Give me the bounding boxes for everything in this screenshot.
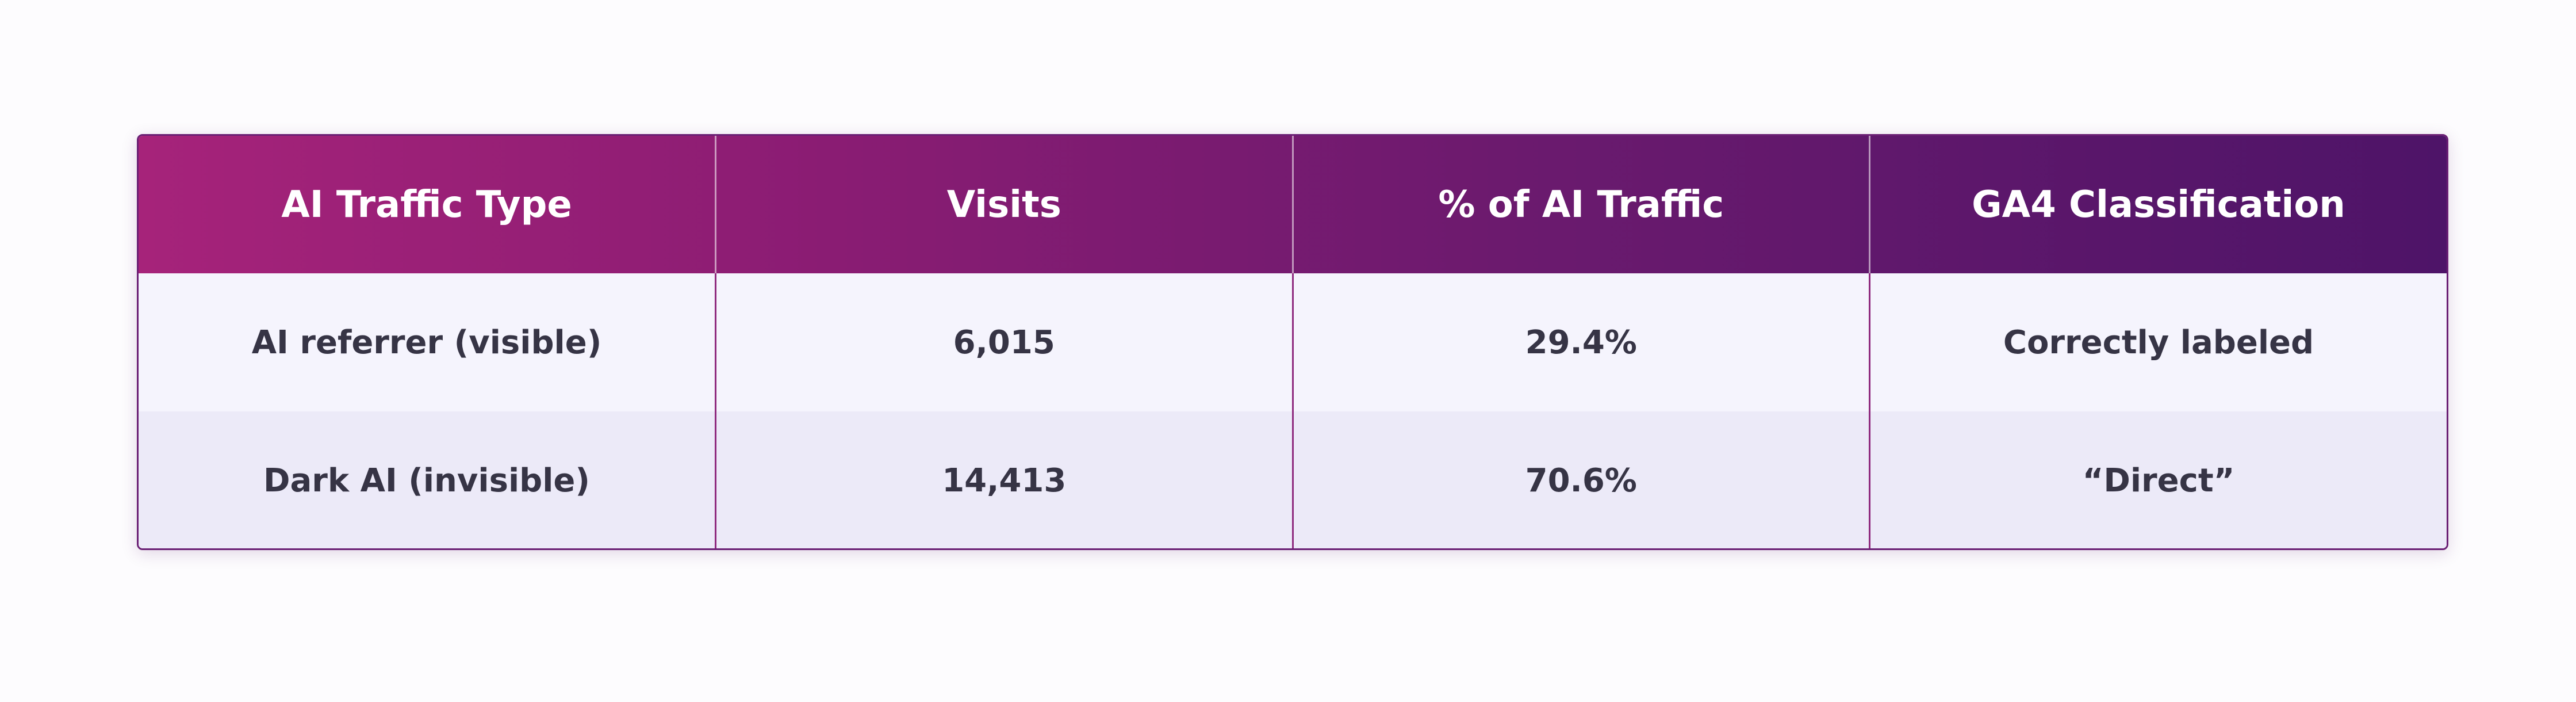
cell-classification: “Direct”	[2082, 461, 2235, 499]
header-visits: Visits	[715, 136, 1294, 273]
table-row: AI referrer (visible) 6,015 29.4% Correc…	[139, 273, 2447, 411]
header-ga4-classification: GA4 Classification	[1972, 183, 2345, 226]
cell-traffic-type: Dark AI (invisible)	[139, 411, 716, 548]
cell-percent: 70.6%	[1293, 411, 1870, 548]
table-header: AI Traffic Type Visits % of AI Traffic G…	[139, 136, 2447, 273]
cell-percent: 29.4%	[1293, 273, 1870, 411]
table-body: AI referrer (visible) 6,015 29.4% Correc…	[139, 273, 2447, 548]
data-table: AI Traffic Type Visits % of AI Traffic G…	[139, 136, 2447, 548]
cell-visits: 6,015	[715, 273, 1294, 411]
table-row: Dark AI (invisible) 14,413 70.6% “Direct…	[139, 411, 2447, 548]
header-percent-ai-traffic: % of AI Traffic	[1293, 136, 1870, 273]
cell-classification: Correctly labeled	[2003, 323, 2314, 361]
header-ai-traffic-type: AI Traffic Type	[139, 136, 716, 273]
traffic-comparison-table: AI Traffic Type Visits % of AI Traffic G…	[137, 134, 2448, 550]
cell-traffic-type: AI referrer (visible)	[139, 273, 716, 411]
cell-visits: 14,413	[715, 411, 1294, 548]
header-row: AI Traffic Type Visits % of AI Traffic G…	[139, 136, 2447, 273]
